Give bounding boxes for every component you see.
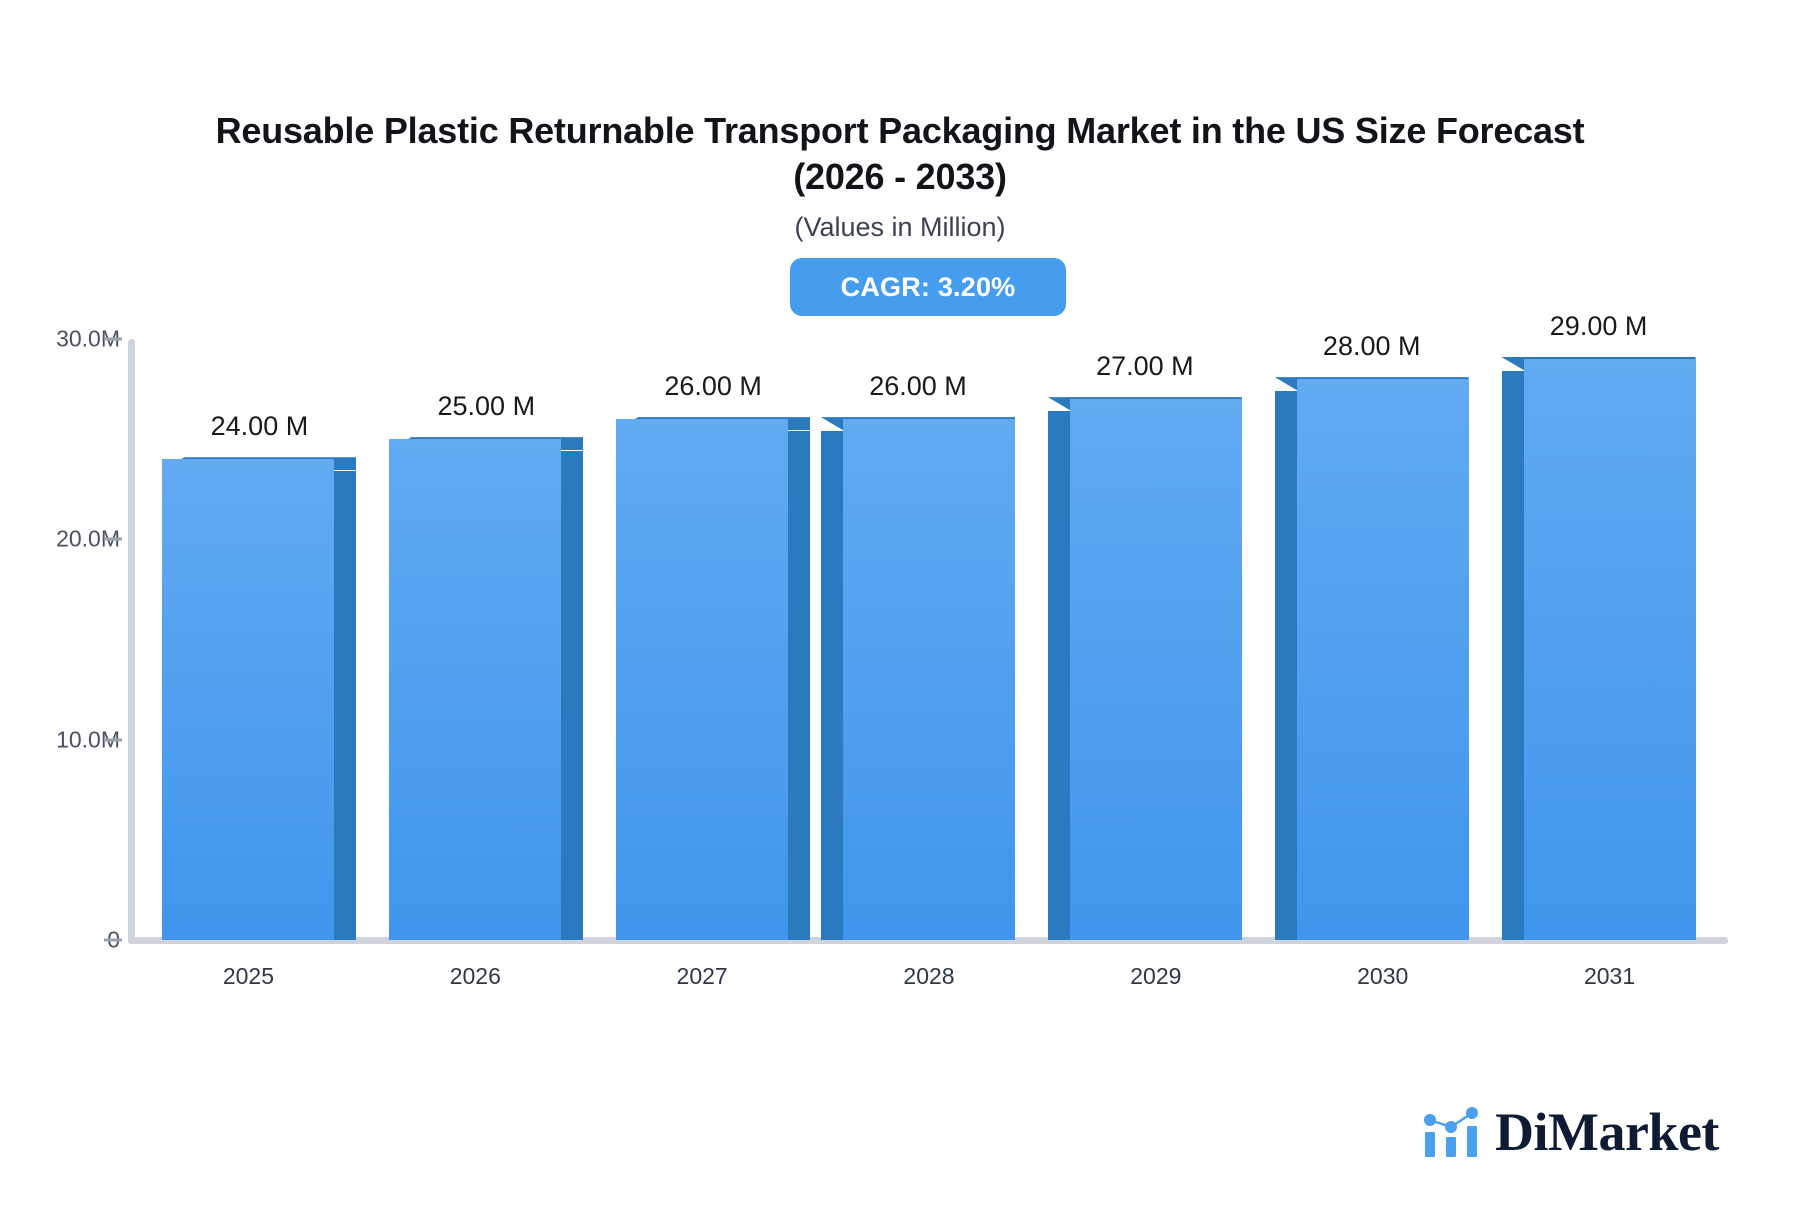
y-axis-tick-mark xyxy=(104,537,122,541)
bar-value-label: 24.00 M xyxy=(210,411,309,442)
bar-side-face xyxy=(1274,391,1297,940)
logo-wordmark: DiMarket xyxy=(1495,1102,1719,1162)
x-axis-tick-label: 2030 xyxy=(1357,963,1409,989)
bar-front-face xyxy=(162,459,335,940)
x-axis-tick-label: 2029 xyxy=(1130,963,1182,989)
bar-value-label: 26.00 M xyxy=(869,371,967,402)
x-axis-tick-label: 2025 xyxy=(222,963,275,989)
bar-value-label: 28.00 M xyxy=(1322,331,1421,362)
y-axis-tick-mark xyxy=(104,738,122,742)
bar-front-face xyxy=(1069,399,1242,940)
x-axis-tick-label: 2031 xyxy=(1583,963,1636,989)
chart-title-line-1: Reusable Plastic Returnable Transport Pa… xyxy=(215,110,1585,151)
x-axis-tick-label: 2028 xyxy=(903,963,955,989)
y-axis-tick-mark xyxy=(104,938,122,942)
bar-value-label: 25.00 M xyxy=(437,391,536,422)
y-axis-tick-label: 20.0M xyxy=(56,525,120,552)
dimarket-logo: DiMarket xyxy=(1423,1105,1719,1159)
x-axis-tick-label: 2027 xyxy=(676,963,728,989)
bar-front-face xyxy=(843,419,1015,940)
y-axis-tick-label: 10.0M xyxy=(56,726,120,753)
y-axis-tick-label: 30.0M xyxy=(56,325,120,352)
bar-value-label: 26.00 M xyxy=(664,371,762,402)
bar-front-face xyxy=(389,439,562,940)
bar-value-label: 29.00 M xyxy=(1549,311,1648,342)
bar-chart-trend-icon xyxy=(1424,1107,1478,1157)
bar-value-label: 27.00 M xyxy=(1096,351,1194,382)
bar-side-face xyxy=(1501,371,1524,940)
bar-side-face xyxy=(334,471,357,940)
chart-header: Reusable Plastic Returnable Transport Pa… xyxy=(0,108,1800,243)
bar-front-face xyxy=(1296,379,1469,940)
bar-side-face xyxy=(561,451,584,940)
y-axis-tick-label: 0 xyxy=(0,927,120,954)
bar-front-face xyxy=(1523,359,1696,940)
bar-side-face xyxy=(788,431,811,940)
chart-subtitle: (Values in Million) xyxy=(794,212,1006,243)
x-axis-tick-label: 2026 xyxy=(449,963,501,989)
bar-side-face xyxy=(821,431,843,940)
bar-side-face xyxy=(1047,411,1070,940)
cagr-badge: CAGR: 3.20% xyxy=(790,258,1066,316)
chart-title-line-2: (2026 - 2033) xyxy=(793,156,1007,198)
chart-title: Reusable Plastic Returnable Transport Pa… xyxy=(120,108,1680,200)
y-axis-tick-mark xyxy=(104,337,122,341)
bar-front-face xyxy=(616,419,789,940)
x-axis-line xyxy=(128,937,1728,944)
y-axis-line xyxy=(128,339,135,944)
